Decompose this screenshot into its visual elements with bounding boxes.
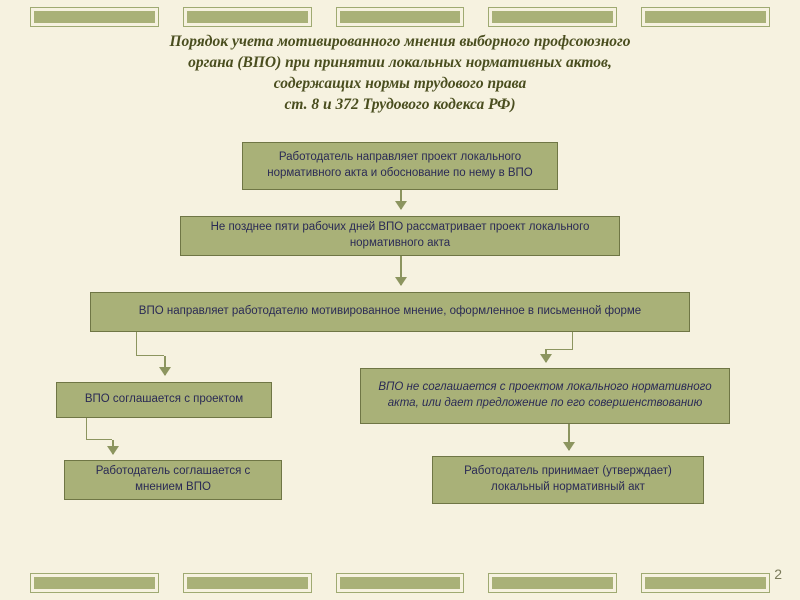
band xyxy=(641,573,770,593)
page-title: Порядок учета мотивированного мнения выб… xyxy=(30,32,770,116)
arrow-a6 xyxy=(568,424,570,450)
band xyxy=(641,7,770,27)
flow-box-b7: Работодатель принимает (утверждает) лока… xyxy=(432,456,704,504)
flow-box-b1: Работодатель направляет проект локальног… xyxy=(242,142,558,190)
band xyxy=(488,573,617,593)
arrow-a3-tail xyxy=(164,356,166,375)
arrow-a4-tail xyxy=(545,350,547,362)
band xyxy=(183,7,312,27)
arrow-a5-tail xyxy=(112,440,114,454)
title-line: содержащих нормы трудового права xyxy=(274,75,526,92)
top-bands xyxy=(0,7,800,27)
band xyxy=(183,573,312,593)
flow-box-b6: Работодатель соглашается с мнением ВПО xyxy=(64,460,282,500)
title-line: ст. 8 и 372 Трудового кодекса РФ) xyxy=(285,96,516,113)
title-line: Порядок учета мотивированного мнения выб… xyxy=(169,33,630,50)
flow-box-b3: ВПО направляет работодателю мотивированн… xyxy=(90,292,690,332)
arrow-a3 xyxy=(136,332,164,356)
arrow-a1 xyxy=(400,190,402,209)
page-number: 2 xyxy=(774,566,782,582)
band xyxy=(30,7,159,27)
arrow-a4 xyxy=(545,332,573,350)
band xyxy=(488,7,617,27)
flow-box-b5: ВПО не соглашается с проектом локального… xyxy=(360,368,730,424)
flow-box-b2: Не позднее пяти рабочих дней ВПО рассмат… xyxy=(180,216,620,256)
band xyxy=(30,573,159,593)
band xyxy=(336,7,465,27)
arrow-a5 xyxy=(86,418,112,440)
flow-box-b4: ВПО соглашается с проектом xyxy=(56,382,272,418)
bottom-bands xyxy=(0,573,800,593)
title-line: органа (ВПО) при принятии локальных норм… xyxy=(188,54,612,71)
arrow-a2 xyxy=(400,256,402,285)
band xyxy=(336,573,465,593)
